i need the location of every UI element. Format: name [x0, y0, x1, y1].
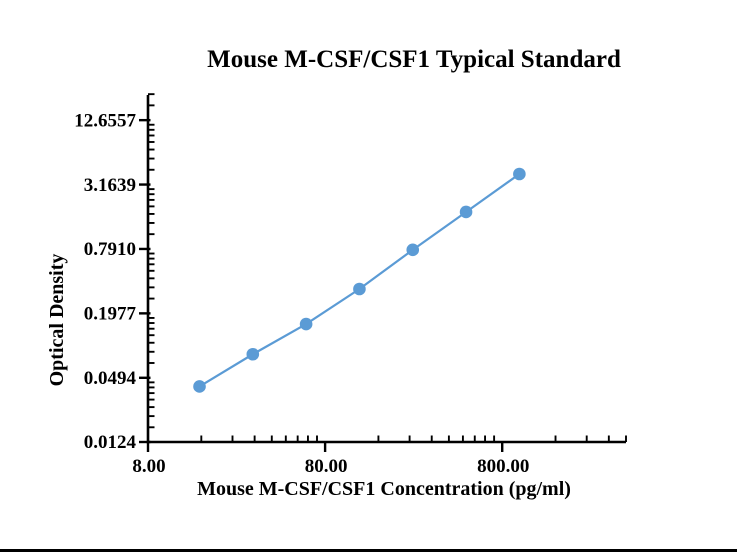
data-point [193, 380, 206, 393]
x-tick-label: 800.00 [477, 456, 529, 477]
y-tick-label: 0.0124 [84, 432, 137, 453]
y-tick-label: 0.7910 [84, 239, 136, 260]
data-point [406, 243, 420, 257]
y-tick-label: 0.0494 [84, 368, 137, 389]
bottom-border [0, 549, 737, 552]
y-tick-label: 12.6557 [74, 110, 136, 131]
y-tick-label: 0.1977 [84, 304, 137, 325]
data-point [299, 317, 313, 331]
chart-title: Mouse M-CSF/CSF1 Typical Standard [207, 46, 621, 73]
data-point [513, 167, 526, 181]
data-point [353, 282, 366, 296]
x-axis-title: Mouse M-CSF/CSF1 Concentration (pg/ml) [197, 478, 571, 500]
y-tick-label: 3.1639 [84, 175, 136, 196]
data-point [246, 347, 260, 361]
x-tick-label: 80.00 [305, 456, 348, 477]
x-tick-label: 8.00 [132, 456, 165, 477]
data-point [459, 205, 473, 219]
